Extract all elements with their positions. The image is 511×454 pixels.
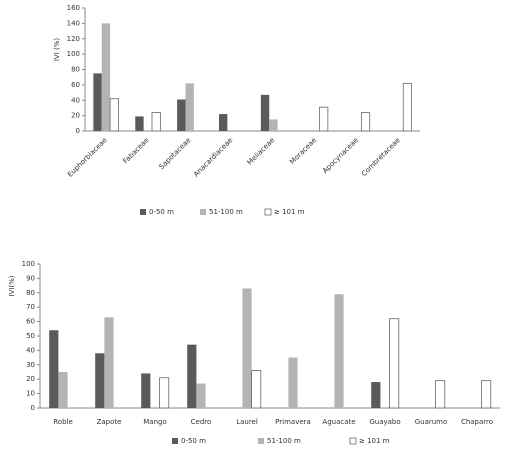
bar [334,294,344,408]
legend-label: ≥ 101 m [359,437,390,445]
bar [319,106,329,132]
bar [402,82,413,132]
x-tick-label: Anacardiaceae [192,136,234,178]
y-tick-label: 100 [22,260,35,268]
x-tick-label: Sapotaceae [158,136,193,171]
bar [104,317,114,408]
bar [141,373,151,408]
x-tick-label: Chaparro [461,418,493,426]
y-tick-label: 80 [71,66,80,74]
y-tick-label: 140 [67,19,80,27]
bar [251,370,262,409]
x-tick-label: Moraceae [288,136,318,166]
x-tick-label: Aguacate [322,418,355,426]
bar [185,83,194,131]
legend-label: ≥ 101 m [274,208,305,216]
bar [49,330,59,408]
x-tick-label: Apocynaceae [321,136,360,175]
legend-label: 51-100 m [267,437,301,445]
legend-swatch [172,438,178,444]
bar [95,353,105,408]
bar [58,372,68,408]
bar [135,116,144,131]
bar [389,318,400,409]
y-tick-label: 100 [67,50,80,58]
legend-swatch [264,208,272,216]
legend-swatch [200,209,206,215]
legend-label: 51-100 m [209,208,243,216]
y-tick-label: 20 [71,112,80,120]
x-tick-label: Primavera [275,418,311,426]
bar [196,383,206,408]
bar [187,344,197,408]
x-tick-label: Guarumo [415,418,448,426]
y-tick-label: 70 [26,303,35,311]
y-tick-label: 0 [31,404,35,412]
bar [288,357,298,408]
bar [177,99,186,131]
bar [159,377,170,409]
y-tick-label: 80 [26,289,35,297]
bar [481,380,492,409]
bar [269,119,278,131]
y-tick-label: 30 [26,361,35,369]
x-tick-label: Mango [143,418,167,426]
y-tick-label: 60 [71,81,80,89]
legend-swatch [258,438,264,444]
bar [151,112,161,132]
y-tick-label: 10 [26,390,35,398]
bar [109,98,119,132]
x-tick-label: Zapote [97,418,122,426]
y-tick-label: 40 [26,346,35,354]
y-axis-label: IVI (%) [53,38,61,62]
bar [260,94,270,131]
legend-label: 0-50 m [181,437,206,445]
legend-swatch [140,209,146,215]
y-axis-label: IVI(%) [8,275,16,296]
legend-swatch [349,437,357,445]
x-tick-label: Meliaceae [246,136,277,167]
x-tick-label: Fabaceae [122,136,151,165]
x-tick-label: Combretaceae [360,136,402,178]
y-tick-label: 120 [67,35,80,43]
bar [360,112,371,132]
x-tick-label: Euphorbiaceae [66,136,109,179]
y-tick-label: 160 [67,4,80,12]
bar [93,73,102,131]
legend-label: 0-50 m [149,208,174,216]
x-tick-label: Guayabo [369,418,400,426]
bar [242,288,252,408]
bar [435,380,446,409]
y-tick-label: 20 [26,375,35,383]
bar [101,23,111,131]
x-tick-label: Roble [53,418,73,426]
y-tick-label: 0 [76,127,80,135]
y-tick-label: 90 [26,274,35,282]
x-tick-label: Laurel [236,418,258,426]
bar [371,382,381,408]
y-tick-label: 50 [26,332,35,340]
bar [219,114,228,131]
y-tick-label: 40 [71,96,80,104]
y-tick-label: 60 [26,318,35,326]
x-tick-label: Cedro [191,418,212,426]
